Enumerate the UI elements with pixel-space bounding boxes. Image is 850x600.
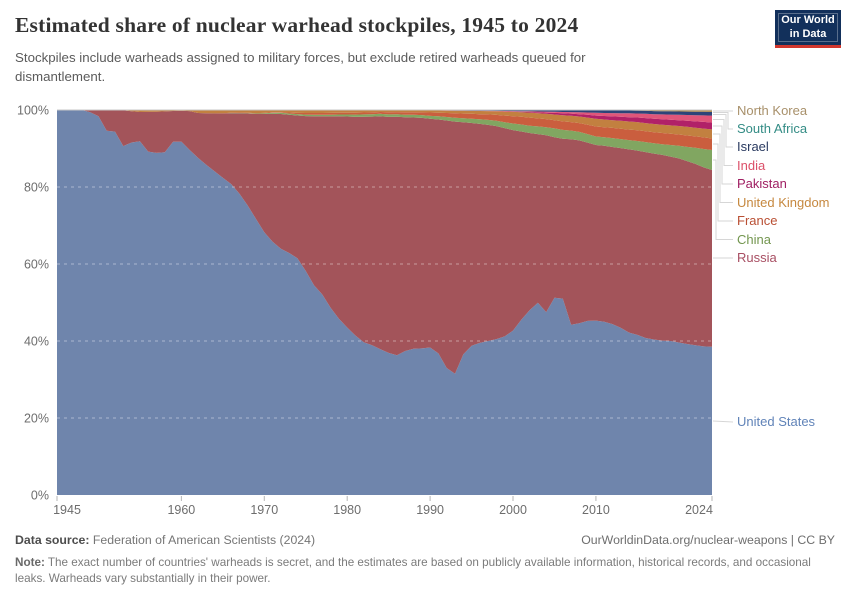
- y-axis-label: 80%: [24, 181, 49, 195]
- x-axis-label: 1945: [53, 503, 81, 517]
- legend-item-pakistan[interactable]: Pakistan: [737, 176, 787, 191]
- footer-source-value: Federation of American Scientists (2024): [92, 533, 316, 547]
- owid-logo-line2: in Data: [789, 27, 827, 40]
- x-axis-label: 1960: [167, 503, 195, 517]
- legend-item-united-kingdom[interactable]: United Kingdom: [737, 194, 830, 210]
- legend-connector-india: [713, 119, 733, 166]
- legend-connectors-group: [712, 110, 734, 423]
- y-axis-label: 60%: [24, 258, 49, 272]
- page-title: Estimated share of nuclear warhead stock…: [15, 13, 579, 37]
- legend-connector-pakistan: [713, 125, 733, 185]
- legend-item-united-states[interactable]: United States: [737, 414, 816, 429]
- legend-item-south-africa[interactable]: South Africa: [737, 121, 808, 136]
- footer-note: Note: The exact number of countries' war…: [15, 555, 821, 587]
- legend-connector-china: [713, 159, 733, 240]
- area-france[interactable]: [57, 110, 712, 150]
- area-series-group[interactable]: [57, 110, 712, 495]
- footer-link[interactable]: OurWorldinData.org/nuclear-weapons | CC …: [581, 533, 835, 547]
- legend-item-russia[interactable]: Russia: [737, 250, 777, 265]
- area-israel[interactable]: [57, 110, 712, 116]
- y-axis-label: 40%: [24, 335, 49, 349]
- footer-note-value: The exact number of countries' warheads …: [15, 556, 811, 586]
- footer-note-label: Note:: [15, 556, 45, 569]
- legend-item-india[interactable]: India: [737, 157, 766, 173]
- legend-connector-south-africa: [713, 112, 733, 130]
- footer-source: Data source: Federation of American Scie…: [15, 533, 315, 547]
- x-axis-label: 1980: [333, 503, 361, 517]
- area-russia[interactable]: [57, 110, 712, 374]
- area-china[interactable]: [57, 110, 712, 170]
- footer-source-label: Data source:: [15, 533, 90, 547]
- legend-item-north-korea[interactable]: North Korea: [737, 103, 808, 118]
- y-axis-label: 20%: [24, 412, 49, 426]
- gridlines-group: [57, 109, 712, 419]
- area-united-kingdom[interactable]: [57, 110, 712, 139]
- axes-group: 0% 20% 40% 60% 80% 100% 1945 1960 1970 1980 1990 20…: [17, 104, 713, 518]
- legend-item-china[interactable]: China: [737, 231, 771, 247]
- y-axis-label: 0%: [31, 489, 49, 503]
- owid-logo[interactable]: Our World in Data: [775, 10, 841, 48]
- legend-connector-france: [713, 143, 733, 222]
- x-axis-label: 2000: [499, 503, 527, 517]
- x-axis-label: 2024: [685, 503, 713, 517]
- x-axis-label: 2010: [582, 503, 610, 517]
- legend-item-france[interactable]: France: [737, 213, 778, 228]
- owid-logo-line1: Our World: [781, 14, 835, 27]
- footer-source-row: Data source: Federation of American Scie…: [15, 533, 835, 547]
- legend-connector-israel: [713, 114, 733, 148]
- x-axis-label: 1970: [250, 503, 278, 517]
- x-axis-label: 1990: [416, 503, 444, 517]
- legend-connector-united-states: [712, 420, 734, 423]
- y-axis-label: 100%: [17, 104, 49, 118]
- chart-subtitle: Stockpiles include warheads assigned to …: [15, 50, 586, 84]
- area-united-states[interactable]: [57, 110, 712, 495]
- legend-item-israel[interactable]: Israel: [737, 139, 769, 154]
- legend-connector-united-kingdom: [713, 133, 733, 203]
